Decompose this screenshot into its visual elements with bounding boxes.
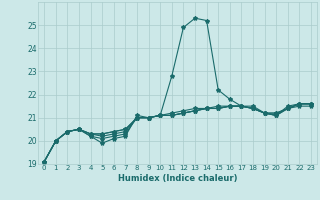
X-axis label: Humidex (Indice chaleur): Humidex (Indice chaleur) xyxy=(118,174,237,183)
